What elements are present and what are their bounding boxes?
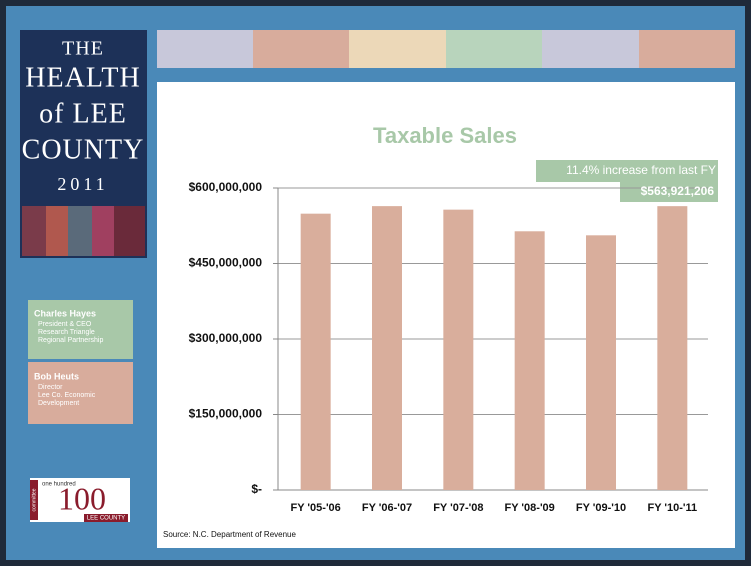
logo-text: HEALTH <box>25 62 140 93</box>
contact-detail: Lee Co. Economic <box>38 392 96 399</box>
x-tick-label: FY '09-'10 <box>576 502 626 514</box>
contact-detail: Regional Partnership <box>38 337 103 344</box>
x-tick-label: FY '08-'09 <box>505 502 555 514</box>
color-strip <box>157 30 735 68</box>
contact-detail: Director <box>38 384 63 391</box>
bar <box>443 210 473 490</box>
photo-strip <box>22 206 145 256</box>
y-tick-label: $450,000,000 <box>189 256 263 270</box>
bar <box>515 231 545 490</box>
contact-name: Charles Hayes <box>34 308 96 318</box>
logo-text: COUNTY <box>22 134 145 165</box>
chart-title: Taxable Sales <box>373 123 517 148</box>
badge-side-text: committee <box>31 488 37 511</box>
x-tick-label: FY '06-'07 <box>362 502 412 514</box>
bar <box>372 206 402 490</box>
contact-detail: Research Triangle <box>38 329 95 336</box>
contact-name: Bob Heuts <box>34 371 79 381</box>
y-tick-label: $150,000,000 <box>189 407 263 421</box>
x-tick-label: FY '05-'06 <box>291 502 341 514</box>
annotation: 11.4% increase from last FY <box>566 163 716 177</box>
badge-bottom: LEE COUNTY <box>87 516 125 522</box>
bar <box>301 214 331 490</box>
x-tick-label: FY '10-'11 <box>647 502 697 514</box>
contact-detail: Development <box>38 400 79 407</box>
bar <box>586 235 616 490</box>
logo-text: of LEE <box>39 98 127 129</box>
y-tick-label: $300,000,000 <box>189 331 263 345</box>
badge-number: 100 <box>58 480 106 516</box>
logo-text: 2011 <box>57 174 108 194</box>
logo-text: THE <box>62 38 104 60</box>
contact-detail: President & CEO <box>38 321 92 328</box>
source: Source: N.C. Department of Revenue <box>163 530 297 539</box>
value-label: $563,921,206 <box>641 184 715 198</box>
bar <box>657 206 687 490</box>
y-tick-label: $- <box>251 482 262 496</box>
y-tick-label: $600,000,000 <box>189 180 263 194</box>
slide: THEHEALTH of LEE COUNTY 2011 Charles Hayes Pr… <box>0 0 751 566</box>
x-tick-label: FY '07-'08 <box>433 502 483 514</box>
